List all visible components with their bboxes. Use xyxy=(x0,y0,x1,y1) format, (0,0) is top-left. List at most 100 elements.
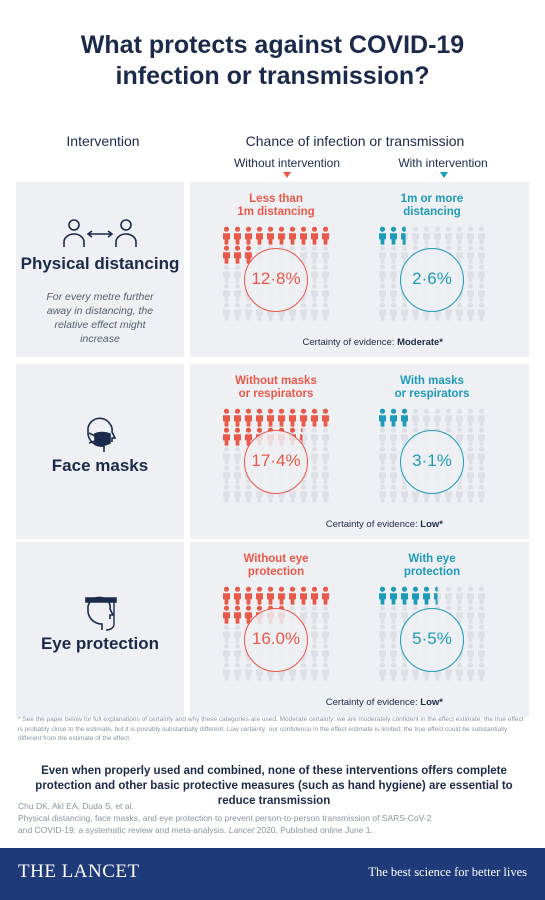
person-icon xyxy=(320,302,331,321)
without-group-label: Less than 1m distancing xyxy=(211,193,341,219)
certainty-level: Low* xyxy=(420,519,443,530)
footnote: * See the paper below for full explanati… xyxy=(18,716,524,742)
page-title: What protects against COVID-19 infection… xyxy=(0,30,545,92)
person-icon xyxy=(221,465,232,484)
person-icon xyxy=(265,586,276,605)
person-icon xyxy=(399,586,410,605)
person-icon xyxy=(465,465,476,484)
person-icon xyxy=(377,662,388,681)
person-icon xyxy=(377,605,388,624)
person-icon xyxy=(309,662,320,681)
person-icon xyxy=(476,662,487,681)
person-icon xyxy=(388,245,399,264)
person-icon xyxy=(399,662,410,681)
reference-authors: Chu DK, Akl EA, Duda S, et al. xyxy=(18,801,134,811)
person-icon xyxy=(388,624,399,643)
person-icon xyxy=(320,408,331,427)
reference-title-end: and COVID-19: a systematic review and me… xyxy=(18,825,227,835)
person-icon xyxy=(443,408,454,427)
person-icon xyxy=(232,624,243,643)
label-line: or respirators xyxy=(238,388,314,400)
certainty-level: Moderate* xyxy=(397,337,443,348)
without-group-label: Without eye protection xyxy=(211,553,341,579)
without-percentage: 17·4% xyxy=(244,430,308,494)
person-icon xyxy=(309,605,320,624)
certainty-label: Certainty of evidence: xyxy=(325,519,418,530)
person-icon xyxy=(443,226,454,245)
intervention-note: For every metre further away in distanci… xyxy=(46,291,154,345)
label-line: With eye xyxy=(408,553,456,565)
person-icon xyxy=(465,408,476,427)
person-icon xyxy=(276,226,287,245)
person-icon xyxy=(320,427,331,446)
certainty-label: Certainty of evidence: xyxy=(325,697,418,708)
without-intervention-header: Without intervention xyxy=(233,156,341,170)
person-icon xyxy=(298,662,309,681)
person-icon xyxy=(320,245,331,264)
person-icon xyxy=(265,226,276,245)
person-icon xyxy=(254,586,265,605)
person-icon xyxy=(320,264,331,283)
person-icon xyxy=(265,408,276,427)
person-icon xyxy=(476,605,487,624)
person-icon xyxy=(476,302,487,321)
person-icon xyxy=(221,226,232,245)
footer-bar: THE LANCET The best science for better l… xyxy=(0,848,545,900)
person-icon xyxy=(465,446,476,465)
person-icon xyxy=(320,624,331,643)
certainty-of-evidence: Certainty of evidence: Low* xyxy=(190,697,529,708)
label-line: protection xyxy=(403,566,461,578)
person-icon xyxy=(243,408,254,427)
person-icon xyxy=(421,226,432,245)
person-icon xyxy=(388,446,399,465)
reference-title-line: Physical distancing, face masks, and eye… xyxy=(18,813,432,823)
person-icon xyxy=(476,465,487,484)
label-line: distancing xyxy=(403,206,461,218)
outcome-panel: Less than 1m distancing 1m or more distanci… xyxy=(190,182,529,357)
person-icon xyxy=(320,465,331,484)
certainty-of-evidence: Certainty of evidence: Moderate* xyxy=(190,337,529,348)
person-icon xyxy=(298,302,309,321)
person-icon xyxy=(465,302,476,321)
person-icon xyxy=(254,226,265,245)
person-icon xyxy=(377,586,388,605)
person-icon xyxy=(221,283,232,302)
face-shield-icon xyxy=(16,590,184,639)
without-group-label: Without masks or respirators xyxy=(211,375,341,401)
with-intervention-header: With intervention xyxy=(398,156,488,170)
label-line: With masks xyxy=(400,375,464,387)
person-icon xyxy=(232,283,243,302)
person-icon xyxy=(232,643,243,662)
person-icon xyxy=(309,643,320,662)
person-icon xyxy=(454,484,465,503)
person-icon xyxy=(232,408,243,427)
person-icon xyxy=(476,484,487,503)
person-icon xyxy=(476,427,487,446)
with-group-label: With eye protection xyxy=(367,553,497,579)
person-icon xyxy=(388,586,399,605)
person-icon xyxy=(287,226,298,245)
person-icon xyxy=(465,643,476,662)
person-icon xyxy=(276,586,287,605)
person-icon xyxy=(320,484,331,503)
person-icon xyxy=(298,408,309,427)
person-icon xyxy=(320,226,331,245)
person-icon xyxy=(320,662,331,681)
person-icon xyxy=(232,226,243,245)
person-icon xyxy=(454,226,465,245)
arrow-down-icon xyxy=(283,172,291,178)
person-icon xyxy=(421,408,432,427)
with-group-label: With masks or respirators xyxy=(367,375,497,401)
person-icon xyxy=(476,226,487,245)
person-icon xyxy=(309,446,320,465)
person-icon xyxy=(232,245,243,264)
person-icon xyxy=(476,408,487,427)
person-icon xyxy=(388,226,399,245)
label-line: or respirators xyxy=(394,388,470,400)
person-icon xyxy=(476,283,487,302)
person-icon xyxy=(465,484,476,503)
person-icon xyxy=(465,427,476,446)
person-icon xyxy=(454,408,465,427)
two-people-distance-icon xyxy=(16,216,184,255)
person-icon xyxy=(309,302,320,321)
